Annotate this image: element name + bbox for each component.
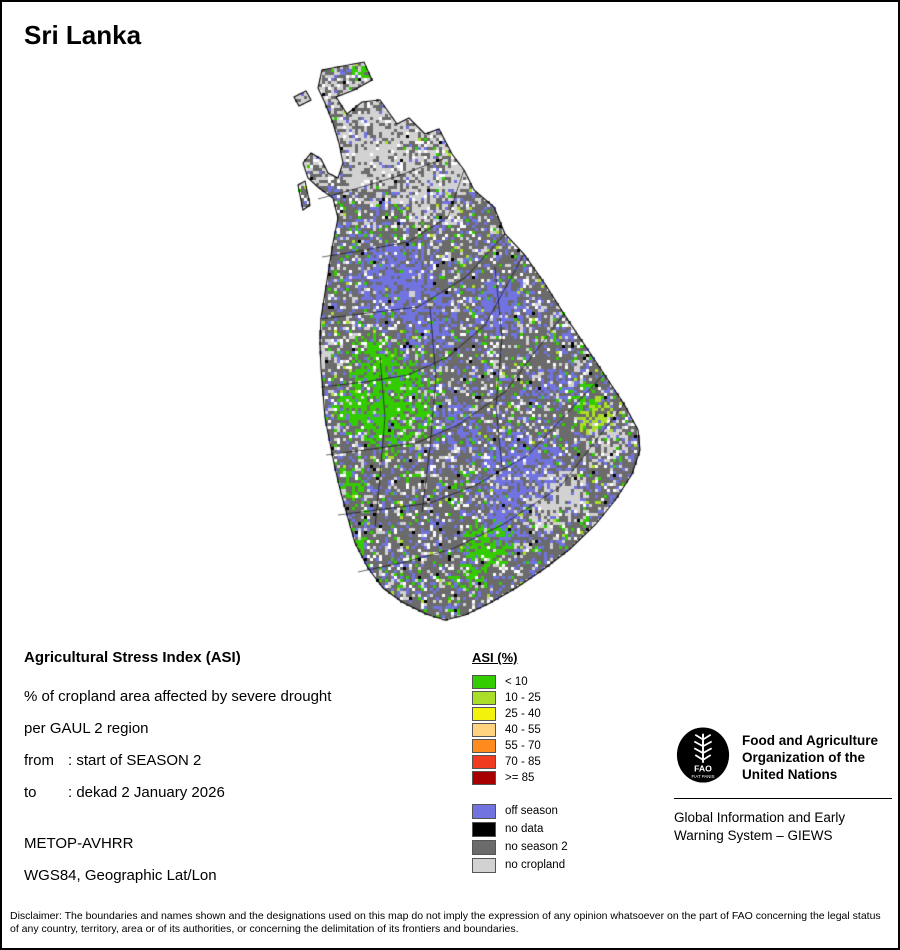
legend-label: no cropland [505, 859, 566, 871]
legend-label: 10 - 25 [505, 692, 541, 704]
fao-org-line-1: Food and Agriculture [742, 733, 878, 748]
legend-label: off season [505, 805, 558, 817]
legend-label: 40 - 55 [505, 724, 541, 736]
legend-row: no data [472, 820, 568, 838]
legend-swatch [472, 803, 496, 819]
legend-label: 70 - 85 [505, 756, 541, 768]
legend-classes: < 10 10 - 25 25 - 40 40 - 55 55 - 70 70 - 85 >… [472, 674, 568, 786]
description-line-1: % of cropland area affected by severe dr… [24, 688, 332, 705]
srilanka-asi-map [280, 57, 648, 639]
sensor-name: METOP-AVHRR [24, 835, 134, 852]
period-to: to : dekad 2 January 2026 [24, 784, 331, 801]
giews-name: Global Information and Early Warning Sys… [674, 809, 892, 845]
fao-divider [674, 798, 892, 799]
legend-swatch [472, 839, 496, 855]
legend-title: ASI (%) [472, 650, 518, 665]
from-label: from [24, 752, 54, 769]
asi-heading: Agricultural Stress Index (ASI) [24, 649, 241, 666]
legend-row: no cropland [472, 856, 568, 874]
fao-logo-icon: FAO FIAT PANIS [676, 727, 730, 783]
legend-swatch [472, 723, 496, 737]
legend-label: no data [505, 823, 544, 835]
map-description: Agricultural Stress Index (ASI) % of cro… [24, 649, 331, 899]
legend-label: < 10 [505, 676, 528, 688]
legend-swatch [472, 755, 496, 769]
legend-swatch [472, 707, 496, 721]
legend-row: >= 85 [472, 770, 568, 786]
legend-row: 55 - 70 [472, 738, 568, 754]
legend-extra: off season no data no season 2 no cropland [472, 802, 568, 874]
fao-block: FAO FIAT PANIS Food and Agriculture Orga… [674, 726, 892, 845]
legend-label: no season 2 [505, 841, 568, 853]
giews-line-2: Warning System – GIEWS [674, 828, 833, 843]
fao-org-name: Food and Agriculture Organization of the… [742, 726, 878, 783]
legend-swatch [472, 691, 496, 705]
legend-row: 25 - 40 [472, 706, 568, 722]
legend-swatch [472, 821, 496, 837]
legend-swatch [472, 857, 496, 873]
to-label: to [24, 784, 37, 801]
map-legend: ASI (%) < 10 10 - 25 25 - 40 40 - 55 55 - 70… [472, 650, 568, 874]
legend-row: < 10 [472, 674, 568, 690]
legend-label: 55 - 70 [505, 740, 541, 752]
fao-header: FAO FIAT PANIS Food and Agriculture Orga… [674, 726, 892, 784]
description-line-2: per GAUL 2 region [24, 720, 149, 737]
projection-name: WGS84, Geographic Lat/Lon [24, 867, 217, 884]
fao-logo-motto: FIAT PANIS [692, 774, 715, 779]
legend-swatch [472, 771, 496, 785]
legend-label: >= 85 [505, 772, 535, 784]
fao-logo-text: FAO [694, 763, 712, 773]
legend-row: 70 - 85 [472, 754, 568, 770]
page-title: Sri Lanka [24, 20, 142, 50]
giews-line-1: Global Information and Early [674, 810, 846, 825]
legend-swatch [472, 739, 496, 753]
period-from: from : start of SEASON 2 [24, 752, 331, 769]
disclaimer-text: Disclaimer: The boundaries and names sho… [10, 910, 881, 935]
legend-row: no season 2 [472, 838, 568, 856]
from-value: : start of SEASON 2 [68, 752, 202, 769]
legend-label: 25 - 40 [505, 708, 541, 720]
legend-row: 40 - 55 [472, 722, 568, 738]
to-value: : dekad 2 January 2026 [68, 784, 225, 801]
fao-org-line-3: United Nations [742, 767, 838, 782]
fao-org-line-2: Organization of the [742, 750, 865, 765]
legend-row: 10 - 25 [472, 690, 568, 706]
legend-swatch [472, 675, 496, 689]
legend-row: off season [472, 802, 568, 820]
